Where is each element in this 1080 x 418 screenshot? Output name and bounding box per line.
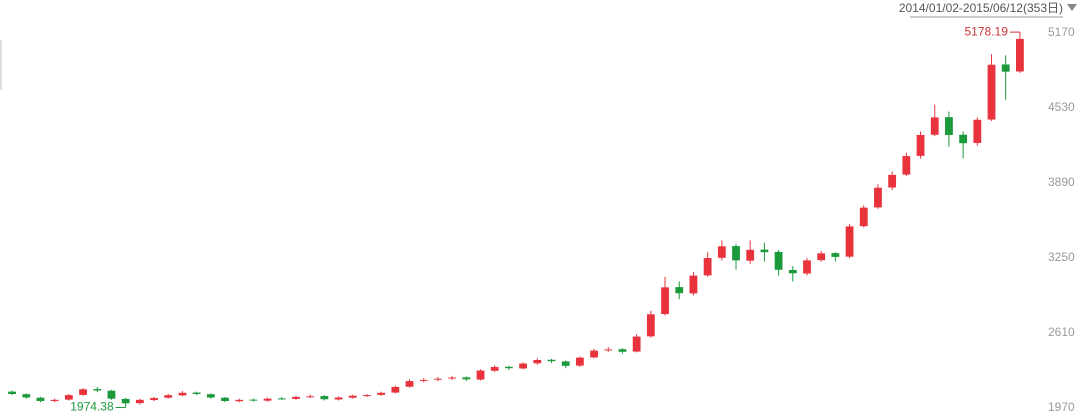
candle-body — [632, 336, 641, 352]
candle-body — [646, 314, 655, 337]
candle-body — [774, 251, 783, 270]
candle-body — [888, 174, 897, 188]
candle-body — [419, 379, 428, 381]
candle-body — [504, 366, 513, 369]
y-tick-label: 2610 — [1048, 325, 1075, 339]
candle-body — [845, 226, 854, 257]
candle-body — [1001, 64, 1010, 72]
candle-body — [987, 64, 996, 120]
candle-body — [973, 119, 982, 143]
candle-body — [36, 397, 45, 402]
y-tick-label: 3250 — [1048, 250, 1075, 264]
candle-body — [405, 381, 414, 387]
candle-body — [249, 399, 258, 401]
candle-body — [604, 349, 613, 351]
candle-body — [292, 396, 300, 399]
candle-body — [50, 399, 59, 402]
candle-body — [476, 370, 485, 380]
candle-body — [703, 258, 712, 276]
candle-body — [874, 187, 882, 208]
candle-body — [93, 389, 102, 391]
candle-body — [178, 392, 187, 396]
dropdown-arrow[interactable] — [1067, 4, 1077, 11]
y-tick-label: 4530 — [1048, 100, 1075, 114]
candle-body — [348, 395, 357, 398]
candle-body — [135, 399, 144, 404]
candle-body — [64, 395, 73, 400]
candle-body — [689, 275, 698, 294]
y-tick-label: 1970 — [1048, 400, 1075, 414]
candle-body — [547, 359, 556, 362]
candle-body — [79, 389, 87, 395]
candle-body — [490, 367, 499, 371]
candle-body — [788, 269, 797, 274]
candle-body — [859, 207, 868, 227]
candle-body — [192, 392, 201, 394]
candle-body — [930, 117, 939, 135]
date-range[interactable]: 2014/01/02-2015/06/12(353日) — [899, 1, 1063, 15]
candle-body — [746, 249, 755, 261]
candle-body — [945, 117, 953, 135]
candle-body — [590, 350, 598, 358]
candle-body — [107, 390, 116, 399]
candle-body — [717, 246, 726, 258]
candle-body — [277, 398, 286, 400]
candle-body — [817, 253, 826, 261]
candle-body — [164, 395, 173, 398]
candle-body — [519, 363, 528, 369]
candle-body — [22, 394, 31, 398]
candle-body — [462, 377, 471, 380]
y-tick-label: 3890 — [1048, 175, 1075, 189]
candle-body — [320, 396, 329, 400]
candle-body — [377, 392, 386, 395]
candle-body — [221, 397, 229, 402]
candle-body — [561, 361, 570, 366]
candle-body — [434, 378, 442, 380]
y-tick-label: 5170 — [1048, 25, 1075, 39]
candle-body — [803, 260, 811, 274]
candle-body — [448, 377, 457, 379]
candle-body — [959, 134, 968, 144]
min-label: 1974.38 — [70, 400, 114, 414]
candle-body — [363, 395, 371, 397]
candle-body — [235, 399, 244, 402]
scroll-marker — [0, 40, 2, 90]
candle-body — [760, 249, 769, 253]
candle-body — [263, 398, 272, 401]
candle-body — [306, 396, 315, 398]
candle-body — [121, 398, 130, 404]
candle-body — [334, 397, 343, 400]
candle-body — [533, 359, 542, 364]
candle-body — [206, 394, 215, 398]
candle-body — [575, 357, 584, 366]
candle-body — [732, 246, 740, 261]
candle-body — [902, 156, 911, 175]
candle-body — [675, 287, 684, 294]
candle-body — [831, 253, 840, 257]
candle-body — [391, 386, 400, 393]
candle-body — [916, 134, 925, 156]
candle-body — [618, 349, 627, 352]
candle-body — [1015, 38, 1024, 72]
candle-body — [8, 391, 17, 394]
max-label: 5178.19 — [965, 24, 1009, 38]
candle-body — [150, 398, 158, 401]
candle-body — [661, 287, 669, 315]
